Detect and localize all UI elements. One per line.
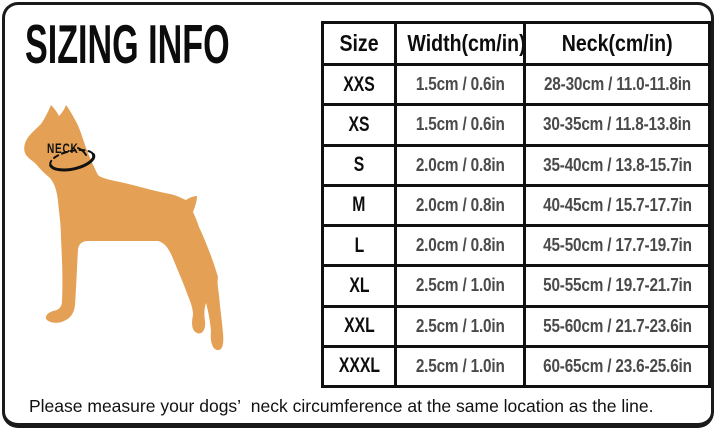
measurement-note: Please measure your dogs’ neck circumfer… (29, 396, 654, 416)
cell-size: XXL (321, 304, 397, 348)
table-row-s: S 2.0cm / 0.8in 35-40cm / 13.8-15.7in (321, 143, 711, 187)
sizing-table: Size Width(cm/in) Neck(cm/in) XXS 1.5cm … (321, 21, 711, 389)
table-header-row: Size Width(cm/in) Neck(cm/in) (321, 21, 711, 66)
cell-neck: 45-50cm / 17.7-19.7in (523, 223, 711, 268)
table-row-xxl: XXL 2.5cm / 1.0in 55-60cm / 21.7-23.6in (321, 304, 711, 348)
table-row-xl: XL 2.5cm / 1.0in 50-55cm / 19.7-21.7in (321, 264, 711, 308)
cell-neck: 55-60cm / 21.7-23.6in (523, 304, 711, 348)
table-row-xxxl: XXXL 2.5cm / 1.0in 60-65cm / 23.6-25.6in (321, 344, 711, 389)
collar-line-dashed (49, 149, 95, 167)
dog-diagram (20, 100, 260, 360)
cell-size: L (321, 223, 397, 268)
column-header-width: Width(cm/in) (394, 21, 526, 66)
cell-width: 2.5cm / 1.0in (394, 304, 526, 348)
collar-pointer-line (77, 147, 87, 156)
cell-neck: 30-35cm / 11.8-13.8in (523, 103, 711, 147)
cell-size: M (321, 183, 397, 228)
cell-width: 1.5cm / 0.6in (394, 62, 526, 107)
dog-silhouette-image (24, 105, 224, 351)
table-row-m: M 2.0cm / 0.8in 40-45cm / 15.7-17.7in (321, 183, 711, 228)
dog-silhouette (24, 105, 224, 351)
cell-neck: 60-65cm / 23.6-25.6in (523, 344, 711, 389)
table-row-xs: XS 1.5cm / 0.6in 30-35cm / 11.8-13.8in (321, 103, 711, 147)
cell-neck: 35-40cm / 13.8-15.7in (523, 143, 711, 187)
cell-width: 1.5cm / 0.6in (394, 103, 526, 147)
cell-size: XXS (321, 62, 397, 107)
table-row-xxs: XXS 1.5cm / 0.6in 28-30cm / 11.0-11.8in (321, 62, 711, 107)
neck-label: NECK (47, 140, 79, 156)
cell-width: 2.5cm / 1.0in (394, 344, 526, 389)
cell-neck: 50-55cm / 19.7-21.7in (523, 264, 711, 308)
cell-size: S (321, 143, 397, 187)
cell-width: 2.0cm / 0.8in (394, 143, 526, 187)
cell-neck: 40-45cm / 15.7-17.7in (523, 183, 711, 228)
collar-line-solid (49, 152, 96, 172)
page-title: SIZING INFO (25, 13, 230, 75)
cell-size: XS (321, 103, 397, 147)
column-header-size: Size (321, 21, 397, 66)
cell-width: 2.0cm / 0.8in (394, 183, 526, 228)
column-header-neck: Neck(cm/in) (523, 21, 711, 66)
cell-neck: 28-30cm / 11.0-11.8in (523, 62, 711, 107)
cell-size: XL (321, 264, 397, 308)
cell-size: XXXL (321, 344, 397, 389)
cell-width: 2.0cm / 0.8in (394, 223, 526, 268)
table-row-l: L 2.0cm / 0.8in 45-50cm / 17.7-19.7in (321, 223, 711, 268)
cell-width: 2.5cm / 1.0in (394, 264, 526, 308)
